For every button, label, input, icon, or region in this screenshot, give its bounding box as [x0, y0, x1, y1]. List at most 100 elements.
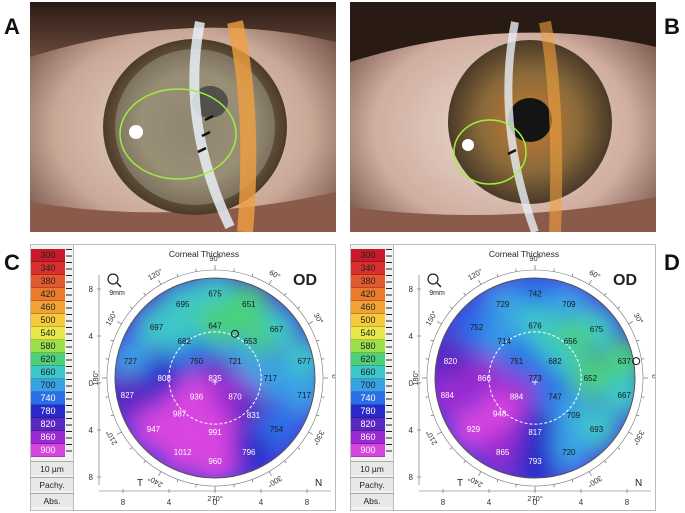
thickness-value: 667 [618, 391, 632, 400]
angle-tick [195, 484, 197, 488]
thickness-value: 720 [562, 448, 576, 457]
thickness-value: 652 [584, 374, 598, 383]
thickness-value: 637 [618, 357, 632, 366]
angle-label: 30° [632, 311, 645, 325]
angle-tick [478, 279, 482, 285]
angle-tick [251, 273, 254, 277]
panel-label-d: D [664, 250, 680, 275]
scale-level: 380 [351, 275, 385, 288]
scale-level: 660 [351, 366, 385, 379]
scale-level: 820 [351, 418, 385, 431]
scale-level: 500 [31, 314, 65, 327]
angle-tick [463, 292, 466, 296]
thickness-value: 751 [510, 357, 524, 366]
angle-label: 330° [631, 429, 647, 447]
angle-tick [478, 471, 482, 477]
zoom-icon [107, 273, 122, 288]
thickness-value: 647 [208, 322, 222, 331]
angle-label: 240° [466, 474, 484, 490]
pachymetry-plot-c: 8 4 0 4 8 8 4 0 4 8 90° 60° 30° 0° 330° 300° 270° 240° 210… [89, 254, 335, 507]
panel-label-b: B [664, 14, 680, 39]
angle-label: 270° [527, 494, 543, 503]
central-zone-circle [488, 331, 582, 425]
thickness-value: 742 [528, 289, 542, 298]
slit-lamp-photo-b [350, 2, 656, 232]
scale-level: 460 [31, 301, 65, 314]
x-tick-label: 8 [121, 498, 126, 507]
scale-level: 540 [351, 327, 385, 340]
angle-tick [425, 396, 429, 398]
thickness-value: 835 [208, 374, 222, 383]
scale-level: 620 [31, 353, 65, 366]
y-tick-label: 8 [89, 473, 94, 482]
scale-level: 300 [351, 249, 385, 262]
thickness-value: 808 [158, 374, 172, 383]
field-blob [462, 356, 507, 400]
thickness-value: 653 [244, 337, 258, 346]
thickness-value: 827 [121, 391, 135, 400]
thickness-value: 667 [270, 325, 284, 334]
thickness-value: 960 [208, 457, 222, 466]
angle-tick [284, 292, 287, 296]
angle-tick [604, 460, 607, 464]
thickness-value: 695 [176, 300, 190, 309]
thickness-value: 747 [548, 392, 562, 401]
angle-tick [515, 484, 517, 488]
slit-lamp-photo-a [30, 2, 336, 232]
map-title-c: Corneal Thickness [168, 249, 240, 259]
scale-level: 340 [31, 262, 65, 275]
angle-label: 90° [529, 254, 540, 263]
scale-step-label: 10 µm [31, 461, 73, 475]
thickness-value: 675 [208, 289, 222, 298]
angle-label: 210° [104, 429, 120, 447]
central-zone-circle [168, 331, 262, 425]
map-area-c: Corneal Thickness 8 4 0 4 8 8 4 0 4 8 90° 60° 30° 0° 3… [73, 245, 335, 510]
angle-tick [116, 321, 122, 325]
scale-level: 380 [31, 275, 65, 288]
angle-tick [268, 279, 272, 285]
thickness-value: 831 [247, 411, 261, 420]
scale-level: 820 [31, 418, 65, 431]
scale-level: 620 [351, 353, 385, 366]
angle-tick [116, 431, 122, 435]
angle-tick [617, 447, 621, 450]
thickness-value: 693 [590, 425, 604, 434]
angle-label: 210° [424, 429, 440, 447]
angle-label: 240° [146, 474, 164, 490]
thickness-value: 947 [147, 425, 161, 434]
angle-tick [233, 484, 235, 488]
pachymetry-map-d: 300 340 380 420 460 500 540 580 620 660 700 740 780 8… [350, 244, 656, 511]
angle-tick [308, 431, 314, 435]
angle-label: 300° [586, 474, 604, 490]
angle-label: 30° [312, 311, 325, 325]
thickness-value: 675 [590, 325, 604, 334]
field-blob [226, 429, 271, 474]
thickness-value: 717 [264, 374, 278, 383]
thickness-value: 714 [498, 337, 512, 346]
angle-tick [636, 414, 640, 417]
thickness-value: 676 [528, 322, 542, 331]
angle-tick [316, 414, 320, 417]
x-tick-label: 8 [625, 498, 630, 507]
angle-tick [316, 339, 320, 342]
angle-label: 0° [650, 374, 655, 381]
thickness-value: 884 [510, 392, 524, 401]
angle-label: 150° [104, 309, 120, 327]
angle-tick [628, 431, 634, 435]
angle-tick [588, 471, 592, 477]
y-tick-label: 8 [89, 285, 94, 294]
angle-tick [129, 447, 133, 450]
angle-tick [604, 292, 607, 296]
angle-label: 270° [207, 494, 223, 503]
angle-tick [425, 358, 429, 360]
cornea-outline [434, 277, 636, 479]
angle-tick [158, 279, 162, 285]
scale-level: 860 [31, 431, 65, 444]
angle-tick [571, 273, 574, 277]
scale-ticks [66, 249, 72, 457]
x-tick-label: 4 [487, 498, 492, 507]
angle-tick [143, 292, 146, 296]
angle-tick [436, 431, 442, 435]
angle-tick [321, 396, 325, 398]
